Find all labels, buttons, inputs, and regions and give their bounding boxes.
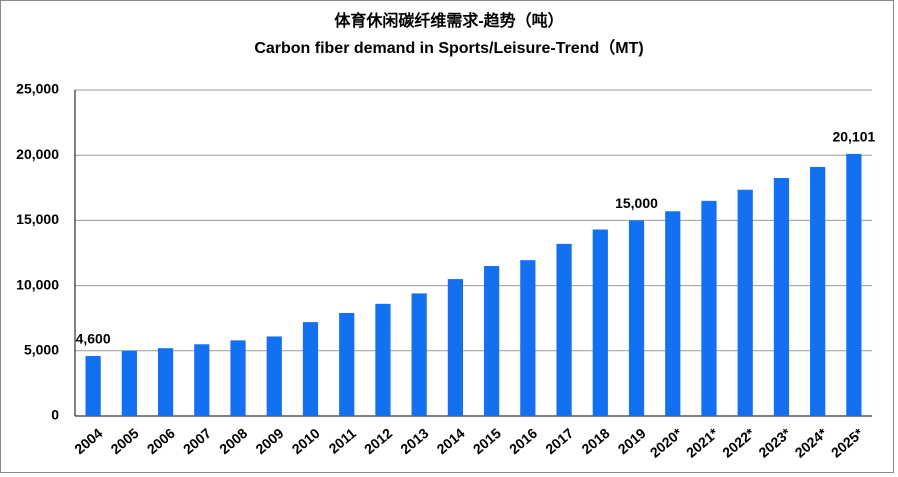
bar xyxy=(339,312,355,416)
bar xyxy=(157,348,174,416)
bar xyxy=(628,220,645,416)
bar xyxy=(556,243,572,416)
chart-title: 体育休闲碳纤维需求-趋势（吨） xyxy=(334,11,563,30)
bar xyxy=(266,336,282,416)
bar xyxy=(447,279,463,416)
bar xyxy=(520,260,536,416)
bar xyxy=(665,211,681,416)
y-tick-label: 10,000 xyxy=(16,276,59,292)
y-tick-label: 15,000 xyxy=(16,211,59,227)
y-tick-label: 5,000 xyxy=(24,342,59,358)
data-label: 15,000 xyxy=(615,195,658,211)
bar xyxy=(592,229,608,416)
bar xyxy=(773,178,790,416)
y-tick-label: 0 xyxy=(51,407,59,423)
data-label: 20,101 xyxy=(832,129,875,145)
bar xyxy=(230,340,246,416)
bar xyxy=(810,166,826,416)
bar xyxy=(737,189,753,416)
bar xyxy=(484,266,500,416)
bar xyxy=(846,153,862,416)
bar xyxy=(375,303,391,416)
y-tick-label: 25,000 xyxy=(16,81,59,97)
chart-subtitle: Carbon fiber demand in Sports/Leisure-Tr… xyxy=(254,39,643,57)
bar xyxy=(701,200,717,416)
y-tick-label: 20,000 xyxy=(16,146,59,162)
bar xyxy=(194,344,210,416)
data-label: 4,600 xyxy=(76,331,111,347)
bar xyxy=(302,322,319,416)
bar xyxy=(411,293,427,416)
bar xyxy=(121,350,137,416)
bar xyxy=(85,356,101,416)
